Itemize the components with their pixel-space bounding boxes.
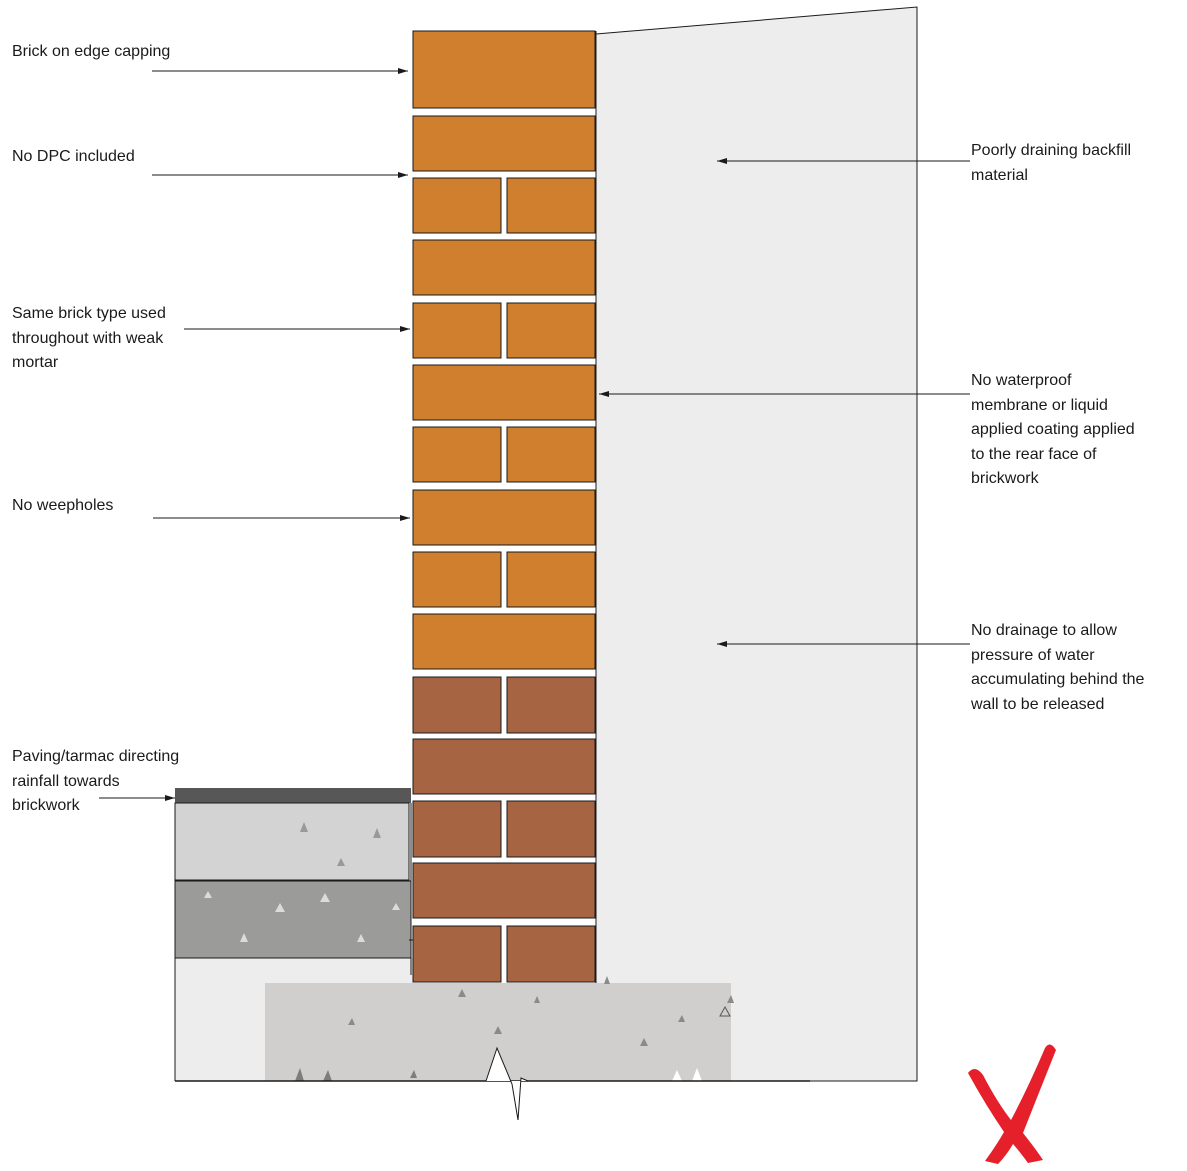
brick bbox=[506, 551, 596, 608]
brick-wall bbox=[412, 30, 597, 983]
capping-brick bbox=[412, 30, 596, 109]
label-paving: Paving/tarmac directing rainfall towards… bbox=[12, 745, 179, 819]
brick bbox=[412, 115, 596, 172]
brick bbox=[412, 489, 596, 546]
label-line: wall to be released bbox=[971, 695, 1105, 713]
paving-layers bbox=[174, 788, 413, 975]
brick bbox=[412, 800, 502, 858]
label-line: accumulating behind the bbox=[971, 671, 1145, 688]
brick bbox=[412, 239, 596, 296]
label-line: Same brick type used bbox=[12, 305, 166, 322]
label-capping: Brick on edge capping bbox=[12, 40, 170, 65]
paving-lower-layer bbox=[174, 880, 412, 959]
tarmac-surface bbox=[175, 788, 411, 803]
label-line: No DPC included bbox=[12, 148, 135, 165]
brick bbox=[412, 676, 502, 734]
paving-upper-layer bbox=[174, 802, 410, 881]
label-line: brickwork bbox=[12, 797, 80, 814]
label-line: material bbox=[971, 166, 1028, 184]
label-line: No drainage to allow bbox=[971, 622, 1117, 639]
label-line: mortar bbox=[12, 354, 59, 371]
label-membrane: No waterproof membrane or liquid applied… bbox=[971, 369, 1135, 492]
brick bbox=[506, 177, 596, 234]
label-line: to the rear face of bbox=[971, 445, 1097, 463]
concrete-foundation bbox=[265, 976, 734, 1081]
brick bbox=[412, 738, 596, 795]
red-cross-icon bbox=[968, 1044, 1056, 1164]
brick bbox=[412, 551, 502, 608]
label-weepholes: No weepholes bbox=[12, 494, 113, 519]
brick bbox=[412, 862, 596, 919]
label-line: pressure of water bbox=[971, 646, 1095, 664]
brick bbox=[412, 177, 502, 234]
label-line: applied coating applied bbox=[971, 421, 1135, 438]
label-brick-type: Same brick type used throughout with wea… bbox=[12, 302, 166, 376]
label-drainage: No drainage to allow pressure of water a… bbox=[971, 619, 1144, 717]
backfill-soil bbox=[595, 6, 918, 1082]
label-dpc: No DPC included bbox=[12, 145, 135, 170]
brick bbox=[412, 613, 596, 670]
label-line: membrane or liquid bbox=[971, 396, 1108, 414]
label-line: brickwork bbox=[971, 470, 1039, 487]
brick bbox=[412, 925, 502, 983]
label-line: Paving/tarmac directing bbox=[12, 748, 180, 765]
leader-arrows bbox=[99, 68, 970, 801]
label-line: throughout with weak bbox=[12, 329, 164, 347]
brick bbox=[412, 364, 596, 421]
brick bbox=[506, 800, 596, 858]
label-line: Brick on edge capping bbox=[12, 43, 171, 60]
brick bbox=[506, 676, 596, 734]
label-line: No waterproof bbox=[971, 372, 1072, 389]
brick bbox=[412, 426, 502, 483]
brick bbox=[506, 302, 596, 359]
break-symbol bbox=[485, 1046, 529, 1121]
label-line: rainfall towards bbox=[12, 772, 120, 790]
label-backfill: Poorly draining backfill material bbox=[971, 139, 1131, 188]
brick bbox=[412, 302, 502, 359]
label-line: Poorly draining backfill bbox=[971, 142, 1132, 159]
label-line: No weepholes bbox=[12, 497, 114, 514]
brick bbox=[506, 426, 596, 483]
brick bbox=[506, 925, 596, 983]
